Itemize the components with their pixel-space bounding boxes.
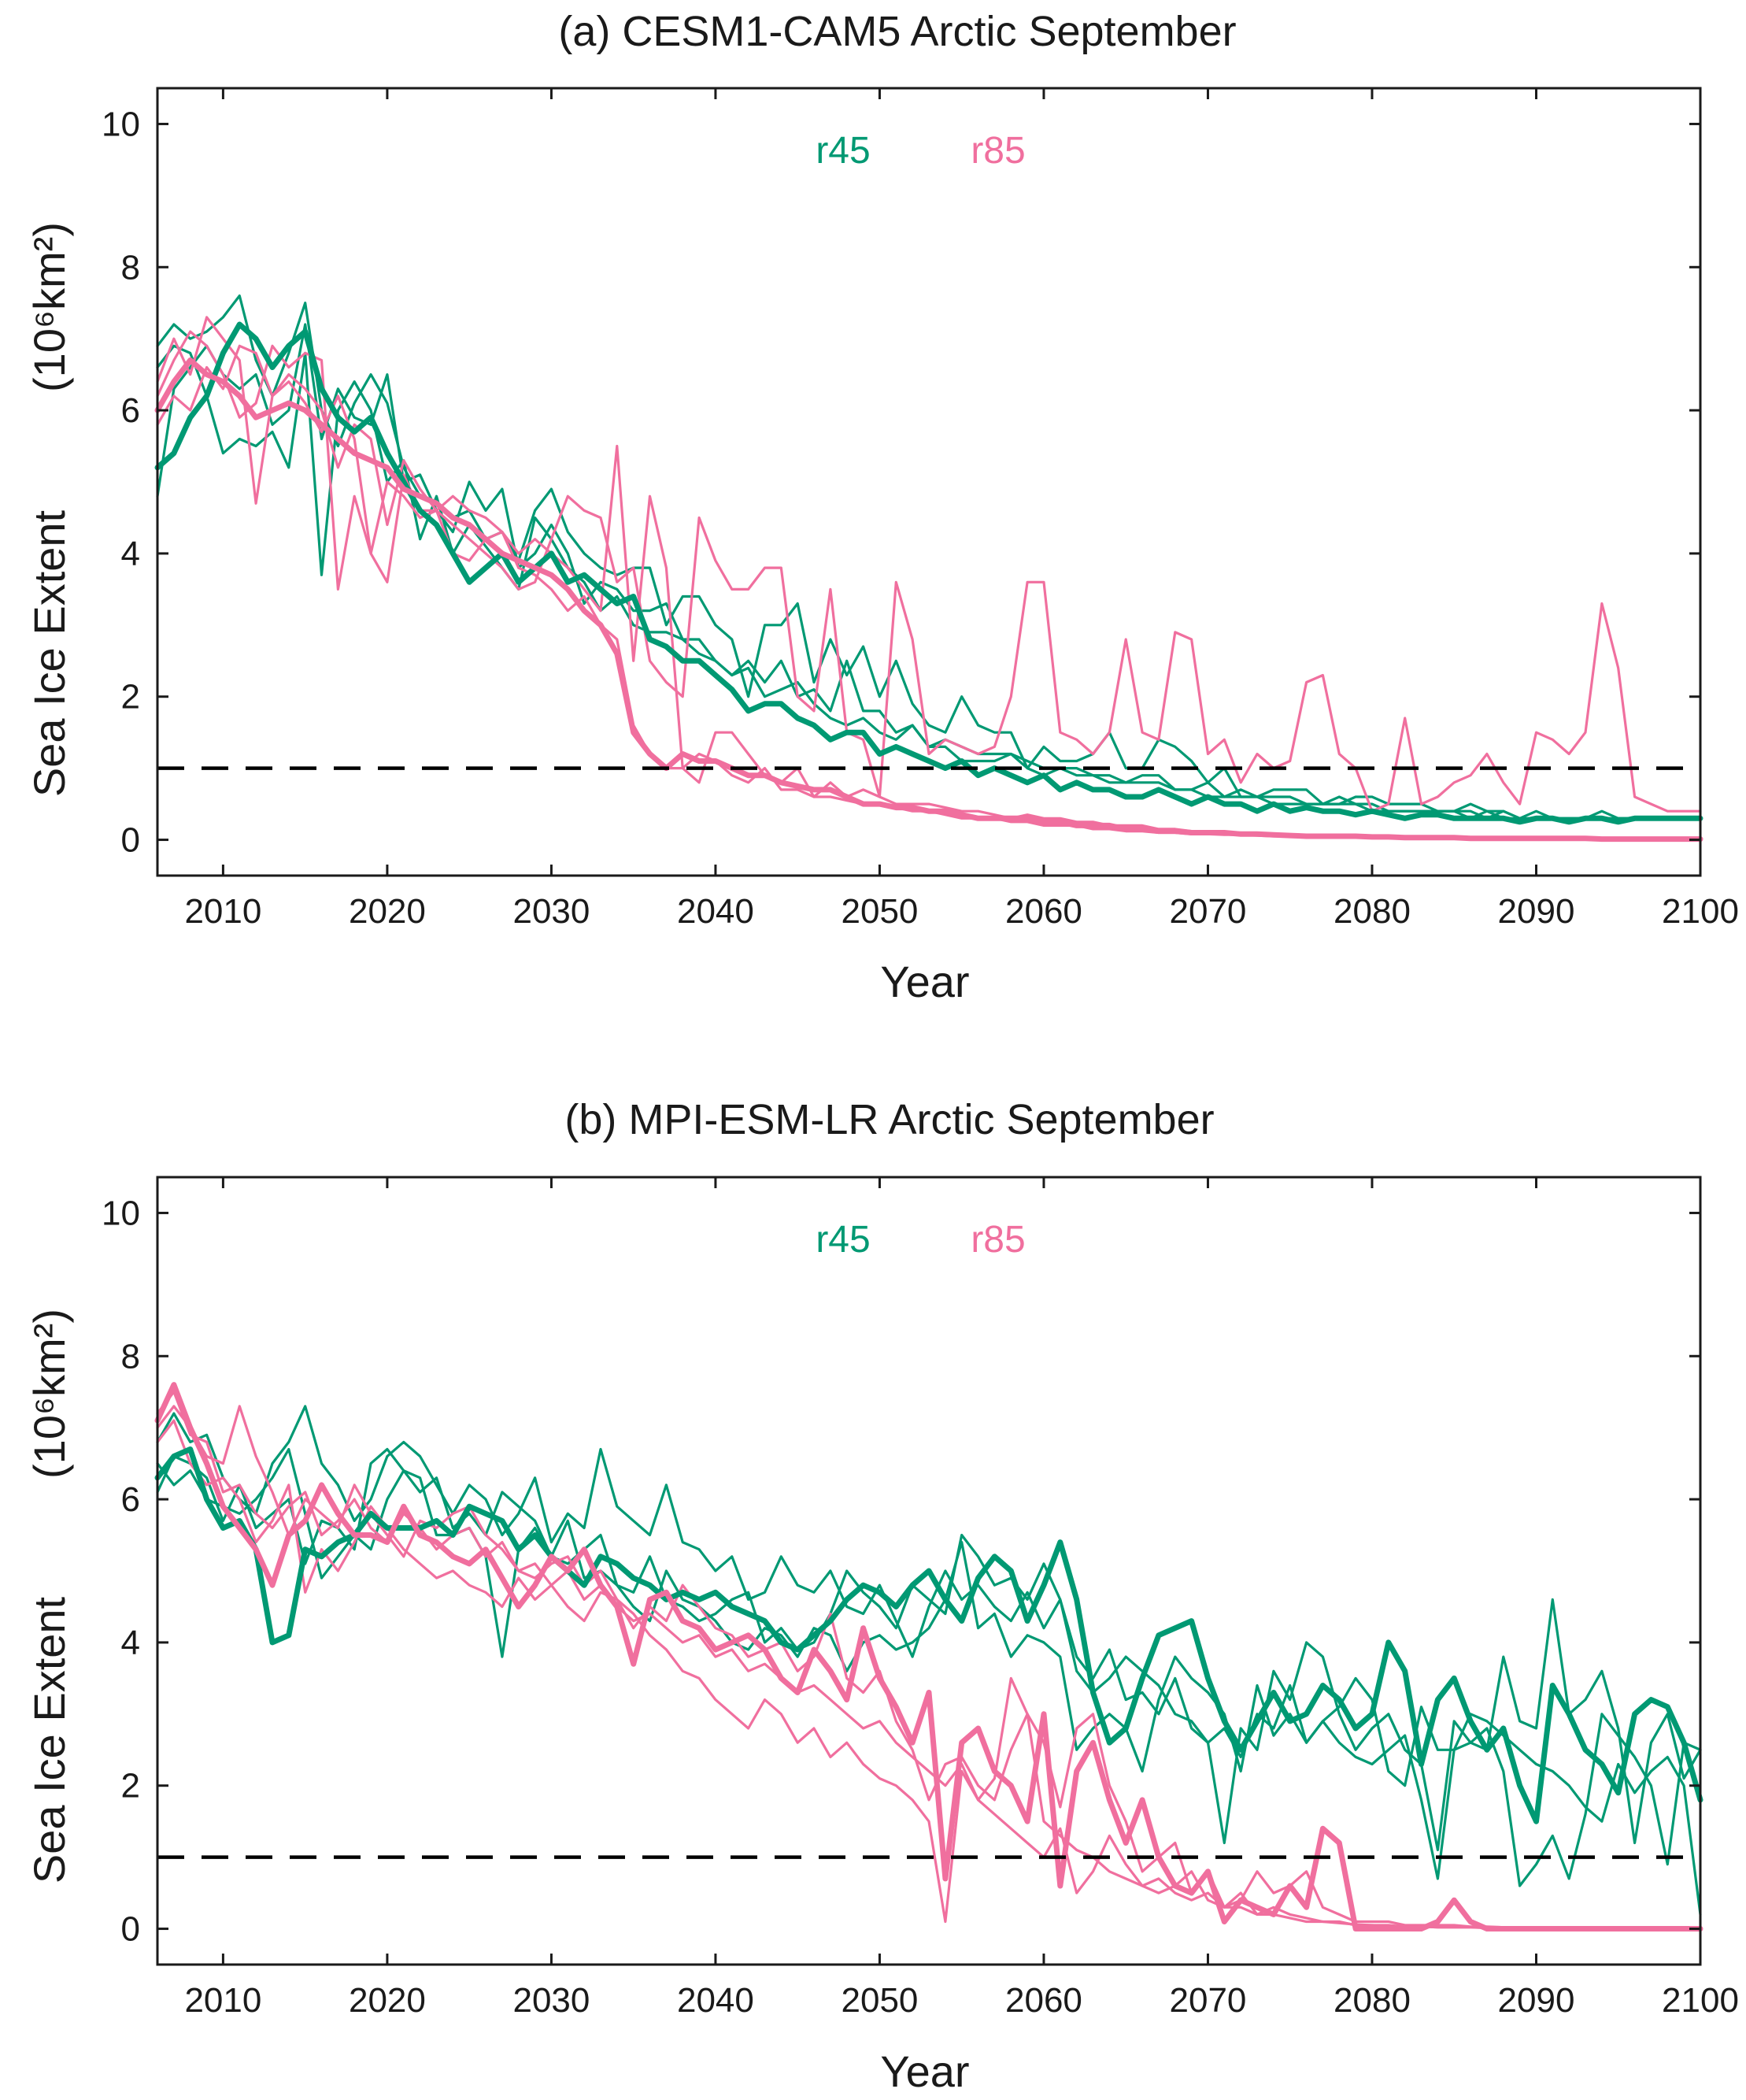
panel-b-y-tick-label: 0 [121, 1910, 140, 1949]
panel-b-x-tick-label: 2050 [842, 1981, 919, 2020]
panel-a-series-r45-mean [154, 321, 1703, 825]
panel-a-y-axis-unit: (10⁶km²) [24, 222, 74, 392]
panel-b-series-r85-mean [154, 1382, 1703, 1931]
panel-a-x-tick-label: 2090 [1498, 892, 1575, 931]
panel-b-plot-area: 2010 2020 2030 2040 2050 2060 2070 2080 2090 2100… [102, 1176, 1739, 2020]
panel-a-x-tick-label: 2020 [349, 892, 426, 931]
panel-b-x-tick-label: 2020 [349, 1981, 426, 2020]
panel-b-y-axis-unit: (10⁶km²) [24, 1309, 74, 1479]
panel-b-x-tick-label: 2100 [1662, 1981, 1739, 2020]
panel-a: (a) CESM1-CAM5 Arctic September 2010 2020… [24, 8, 1739, 1006]
panel-b-x-tick-label: 2080 [1334, 1981, 1411, 2020]
panel-b-series-r45-member-1 [156, 1447, 1702, 1916]
panel-b-series-r45-mean [154, 1446, 1703, 1824]
panel-b-x-tick-label: 2070 [1170, 1981, 1247, 2020]
panel-b-x-tick-label: 2060 [1005, 1981, 1082, 2020]
panel-b-series-r85-member-3 [156, 1405, 1702, 1930]
panel-b-frame [156, 1176, 1702, 1966]
panel-b-y-tick-label: 4 [121, 1624, 140, 1662]
panel-a-x-tick-label: 2060 [1005, 892, 1082, 931]
panel-b-x-tick-label: 2010 [184, 1981, 261, 2020]
panel-a-x-tick-label: 2030 [512, 892, 590, 931]
panel-a-y-tick-label: 0 [121, 821, 140, 860]
panel-a-y-tick-label: 4 [121, 535, 140, 573]
panel-b-series-r45-member-2 [156, 1447, 1702, 1887]
panel-b-y-tick-label: 10 [102, 1194, 140, 1232]
panel-a-x-tick-label: 2080 [1334, 892, 1411, 931]
panel-b-y-tick-label: 8 [121, 1337, 140, 1376]
panel-a-series-r85-member-5 [156, 344, 1702, 841]
panel-a-y-tick-label: 8 [121, 248, 140, 287]
panel-b: (b) MPI-ESM-LR Arctic September 2010 2020… [24, 1096, 1739, 2096]
panel-a-series-r85-mean [154, 357, 1703, 843]
panel-a-legend-r85: r85 [971, 130, 1025, 172]
panel-b-series-r85-member-5 [156, 1391, 1702, 1930]
panel-a-y-axis-label: Sea Ice Extent [24, 509, 74, 797]
panel-a-y-tick-label: 2 [121, 678, 140, 717]
panel-a-y-tick-label: 10 [102, 105, 140, 143]
panel-b-legend-r45: r45 [816, 1219, 870, 1261]
panel-b-y-tick-label: 2 [121, 1767, 140, 1806]
panel-a-title: (a) CESM1-CAM5 Arctic September [558, 8, 1236, 55]
panel-a-x-tick-label: 2050 [842, 892, 919, 931]
panel-b-y-axis-label: Sea Ice Extent [24, 1596, 74, 1883]
panel-a-y-tick-label: 6 [121, 391, 140, 430]
panel-a-series-r85-member-4 [156, 330, 1702, 813]
panel-b-x-tick-label: 2040 [677, 1981, 754, 2020]
panel-a-x-tick-label: 2010 [184, 892, 261, 931]
panel-a-x-tick-label: 2100 [1662, 892, 1739, 931]
panel-b-x-tick-label: 2030 [512, 1981, 590, 2020]
panel-b-y-tick-label: 6 [121, 1480, 140, 1519]
panel-b-x-tick-label: 2090 [1498, 1981, 1575, 2020]
panel-a-plot-area: 2010 2020 2030 2040 2050 2060 2070 2080 2090 2100… [102, 87, 1739, 931]
panel-a-x-tick-label: 2040 [677, 892, 754, 931]
panel-b-title: (b) MPI-ESM-LR Arctic September [564, 1096, 1214, 1143]
panel-a-x-axis-label: Year [880, 957, 969, 1006]
panel-a-x-tick-label: 2070 [1170, 892, 1247, 931]
panel-b-x-axis-label: Year [880, 2046, 969, 2096]
panel-a-frame [156, 87, 1702, 877]
panel-a-series-r45-member-0 [156, 294, 1702, 820]
panel-a-legend-r45: r45 [816, 130, 870, 172]
panel-b-series-r45-member-0 [156, 1405, 1702, 1852]
panel-b-legend-r85: r85 [971, 1219, 1025, 1261]
